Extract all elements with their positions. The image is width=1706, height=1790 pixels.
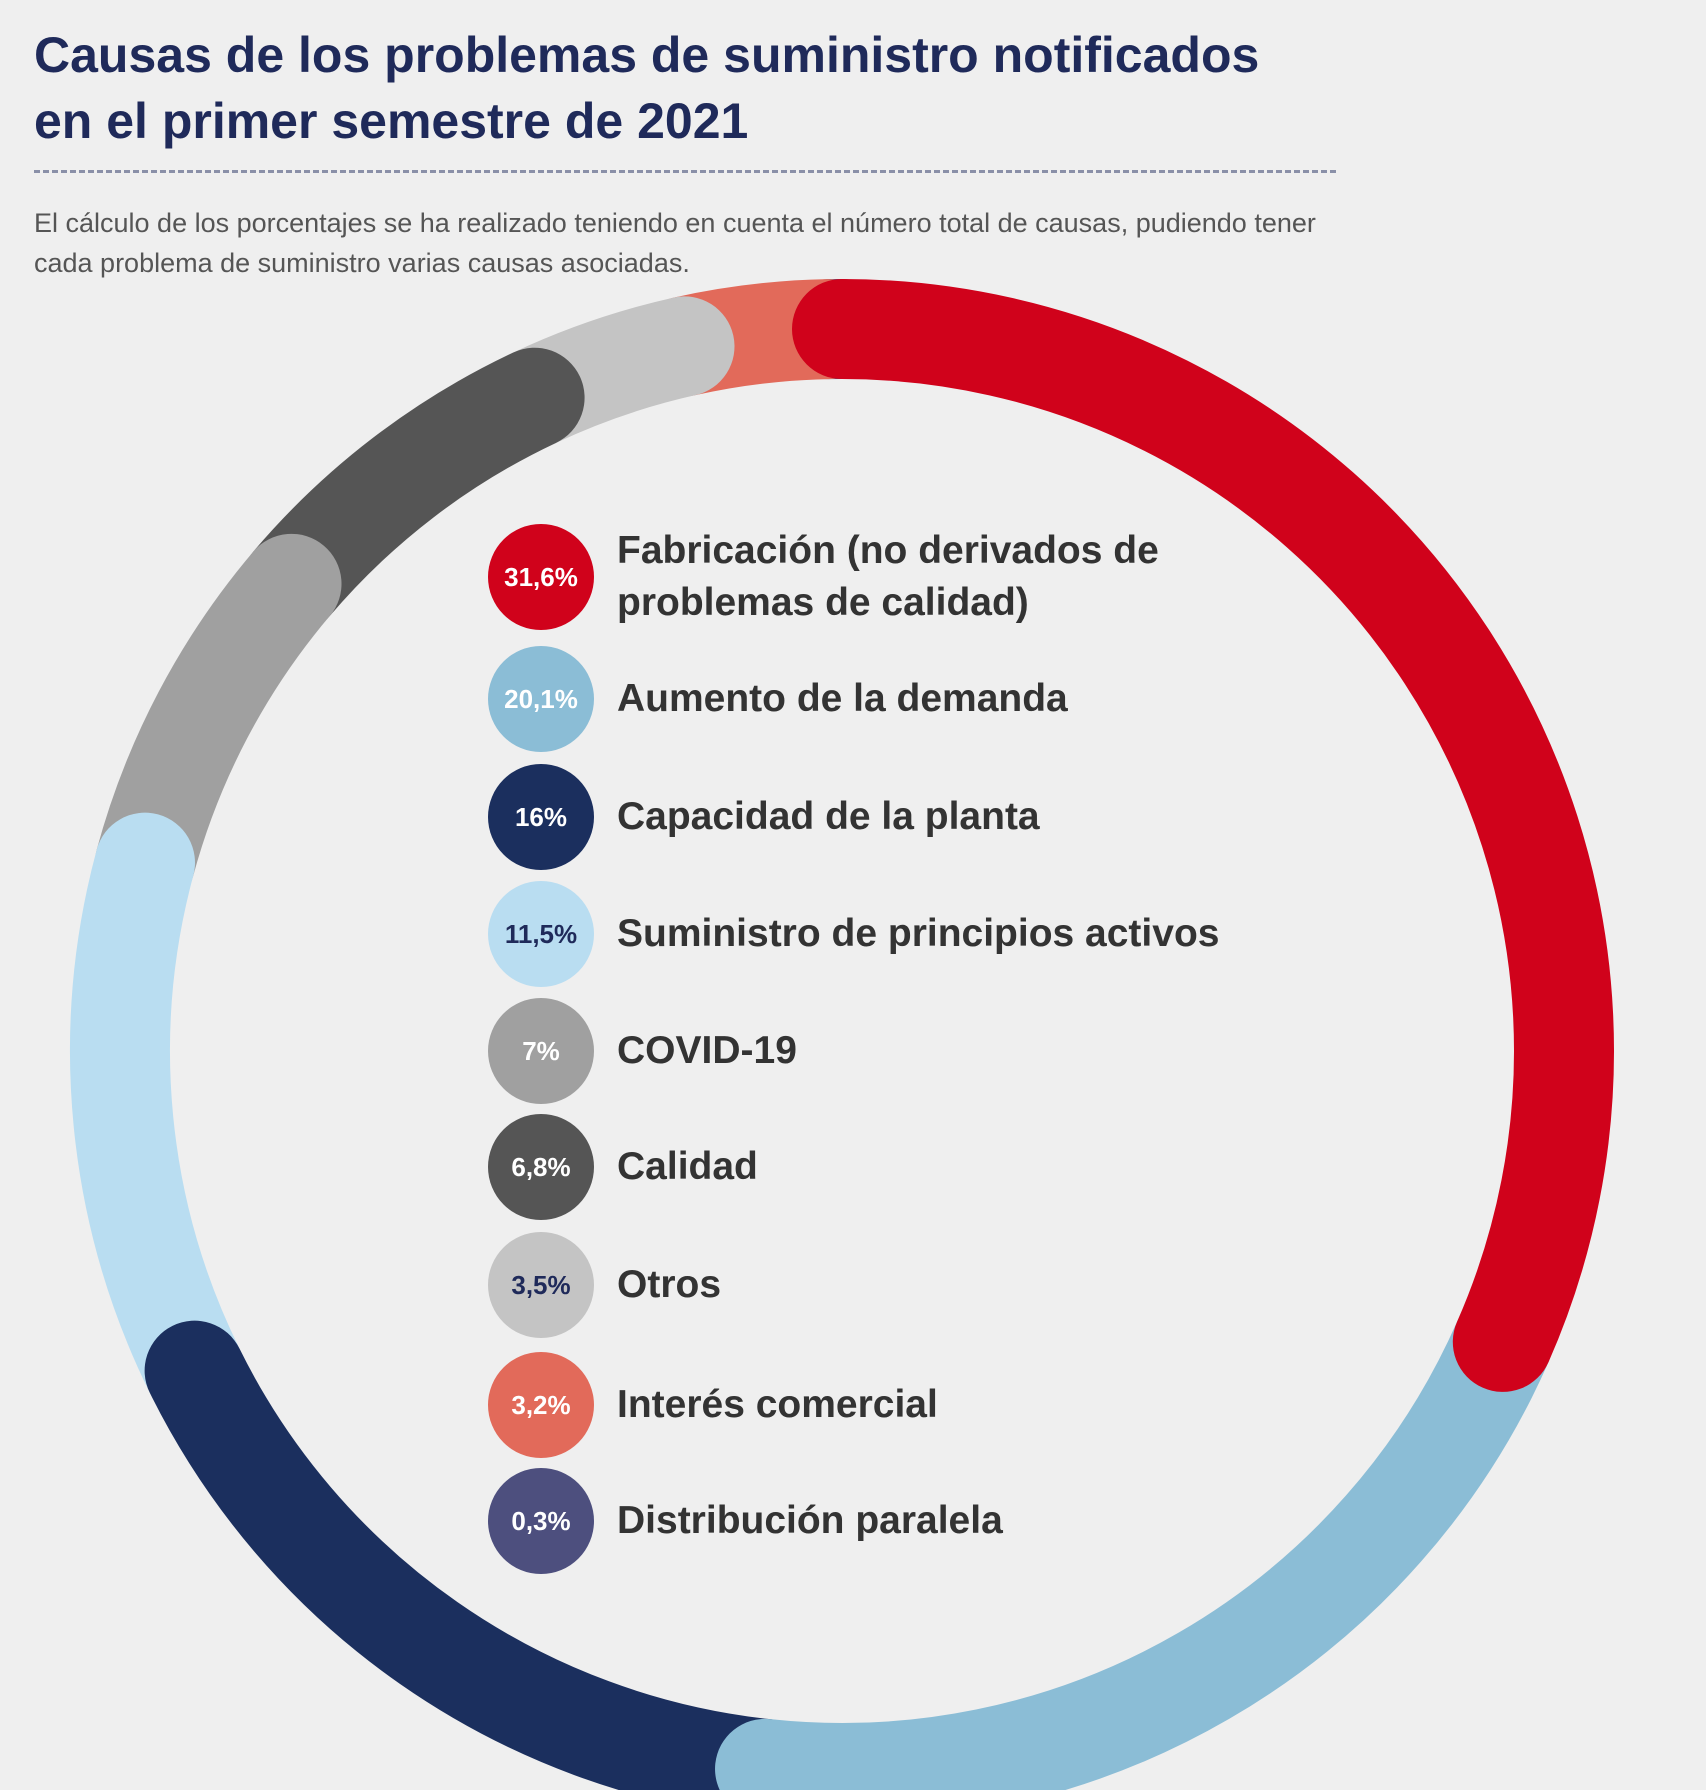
value-label: 3,5% bbox=[511, 1270, 570, 1300]
value-label: 7% bbox=[522, 1036, 560, 1066]
legend-label: Suministro de principios activos bbox=[617, 912, 1220, 955]
legend-label: Fabricación (no derivados de problemas d… bbox=[617, 529, 1159, 624]
divider bbox=[34, 170, 1336, 173]
donut-segment bbox=[144, 1320, 816, 1790]
value-label: 3,2% bbox=[511, 1390, 570, 1420]
legend-label: Interés comercial bbox=[617, 1383, 938, 1426]
legend-marker bbox=[488, 646, 594, 752]
value-label: 11,5% bbox=[505, 919, 577, 949]
legend-marker bbox=[488, 1114, 594, 1220]
value-label: 20,1% bbox=[504, 684, 578, 714]
legend-marker bbox=[488, 881, 594, 987]
chart-subtitle: El cálculo de los porcentajes se ha real… bbox=[34, 208, 1316, 278]
legend-marker bbox=[488, 998, 594, 1104]
legend-marker bbox=[488, 1232, 594, 1338]
legend-marker bbox=[488, 1468, 594, 1574]
legend-label: Calidad bbox=[617, 1145, 758, 1188]
value-label: 6,8% bbox=[511, 1152, 570, 1182]
legend-marker bbox=[488, 524, 594, 630]
value-label: 16% bbox=[515, 802, 567, 832]
value-label: 31,6% bbox=[504, 562, 578, 592]
legend-label: Otros bbox=[617, 1263, 722, 1306]
value-label: 0,3% bbox=[511, 1506, 570, 1536]
legend-label: COVID-19 bbox=[617, 1029, 797, 1072]
legend-label: Capacidad de la planta bbox=[617, 795, 1040, 838]
legend-label: Aumento de la demanda bbox=[617, 677, 1068, 720]
legend-marker bbox=[488, 764, 594, 870]
legend-marker bbox=[488, 1352, 594, 1458]
donut-segment bbox=[715, 1291, 1553, 1790]
donut-segment bbox=[70, 812, 245, 1421]
donut-segment bbox=[792, 279, 1614, 1392]
legend-label: Distribución paralela bbox=[617, 1499, 1003, 1542]
chart-title: Causas de los problemas de suministro no… bbox=[34, 27, 1260, 149]
